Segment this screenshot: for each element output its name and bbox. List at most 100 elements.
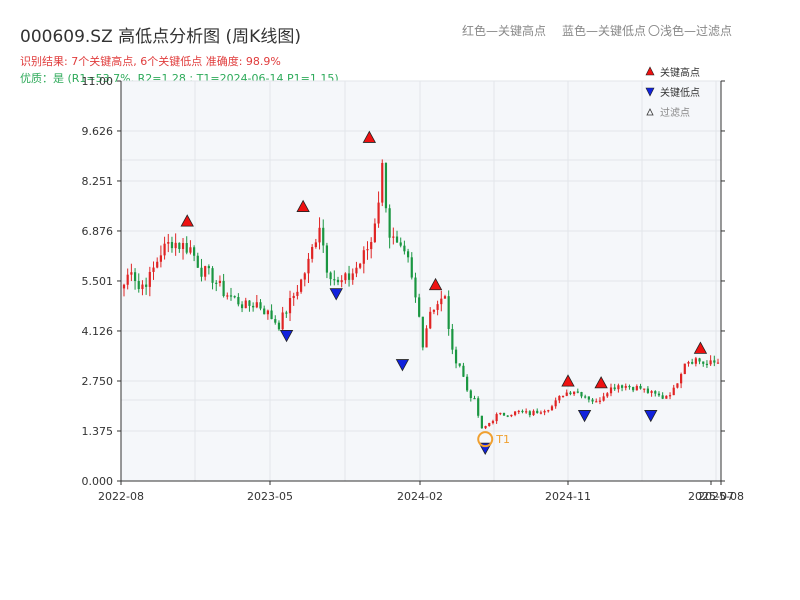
candle-body — [528, 411, 531, 416]
candle-body — [137, 281, 140, 290]
candle-body — [233, 296, 236, 298]
candle-body — [705, 363, 709, 366]
y-tick-label: 11.00 — [82, 75, 114, 88]
key-high-marker — [180, 214, 194, 227]
candle-body — [266, 310, 269, 315]
candle-body — [536, 410, 539, 413]
key-high-marker — [561, 374, 575, 387]
candle-body — [388, 208, 391, 238]
y-tick-label: 6.876 — [82, 225, 114, 238]
candle-body — [436, 304, 439, 310]
candle-body — [370, 242, 373, 250]
candle-body — [480, 415, 483, 429]
key-low-marker — [279, 330, 294, 343]
result-summary: 识别结果: 7个关键高点, 6个关键低点 准确度: 98.9% — [20, 55, 281, 68]
legend-label: 关键低点 — [660, 86, 700, 99]
legend-label: 关键高点 — [660, 66, 700, 79]
candle-body — [333, 279, 336, 281]
key-high-marker — [594, 376, 608, 389]
candle-body — [133, 272, 137, 282]
candle-body — [643, 388, 646, 390]
candle-body — [709, 360, 712, 365]
candle-body — [680, 374, 683, 384]
candle-body — [281, 312, 284, 330]
candle-body — [340, 280, 343, 283]
legend-blue-note: 蓝色—关键低点 — [562, 24, 647, 38]
candle-body — [665, 395, 668, 399]
candle-body — [244, 300, 247, 309]
y-tick-label: 5.501 — [82, 275, 114, 288]
candle-body — [130, 272, 133, 275]
candle-body — [274, 319, 277, 323]
key-low-marker — [395, 359, 410, 372]
candle-body — [145, 284, 148, 287]
x-tick-label: 2024-11 — [545, 490, 591, 503]
candle-body — [469, 390, 472, 399]
candle-body — [598, 400, 602, 402]
candle-body — [314, 242, 317, 248]
x-tick-label: 2024-02 — [397, 490, 443, 503]
candle-body — [609, 387, 613, 394]
candle-body — [392, 236, 395, 238]
candle-body — [181, 243, 185, 250]
candle-body — [632, 387, 635, 391]
candle-body — [296, 291, 299, 296]
candle-body — [366, 249, 369, 251]
candle-body — [218, 280, 222, 283]
legend-low-icon — [645, 87, 655, 97]
candle-body — [587, 396, 590, 400]
candle-body — [668, 395, 672, 397]
candle-body — [484, 426, 487, 429]
candle-body — [156, 261, 159, 268]
candle-body — [584, 396, 587, 398]
candle-body — [410, 257, 413, 278]
candle-body — [620, 385, 624, 388]
key-low-marker — [644, 410, 658, 423]
candle-body — [325, 245, 329, 273]
candle-body — [399, 242, 402, 246]
candle-body — [189, 247, 192, 253]
candle-body — [462, 365, 465, 377]
y-tick-label: 1.375 — [82, 425, 114, 438]
candle-body — [561, 395, 565, 398]
candle-body — [248, 300, 251, 306]
candle-body — [336, 279, 340, 283]
candle-body — [606, 393, 609, 397]
candle-body — [554, 400, 557, 407]
candle-body — [573, 391, 576, 395]
candle-body — [303, 273, 306, 280]
candle-body — [451, 328, 454, 350]
candle-body — [163, 243, 166, 256]
candle-body — [532, 410, 535, 416]
x-tick-label: 2023-05 — [247, 490, 293, 503]
key-low-marker — [577, 410, 592, 423]
candle-body — [362, 250, 365, 264]
legend-filtered-icon — [646, 108, 654, 116]
candle-body — [661, 395, 664, 399]
candle-body — [488, 422, 491, 427]
candle-body — [292, 295, 295, 299]
candle-body — [418, 297, 421, 317]
candle-body — [152, 267, 155, 272]
candle-body — [702, 361, 705, 364]
candle-body — [521, 410, 524, 413]
x-tick-label: 2025-07 — [688, 490, 734, 503]
candle-body — [477, 398, 480, 416]
candle-body — [174, 242, 177, 249]
candle-body — [454, 349, 458, 364]
candle-body — [595, 401, 598, 403]
candle-body — [510, 414, 513, 417]
candle-body — [617, 385, 620, 390]
legend-label: 过滤点 — [660, 106, 690, 119]
candle-body — [229, 295, 233, 297]
candle-body — [167, 242, 170, 244]
candle-body — [628, 385, 631, 388]
candle-body — [429, 311, 432, 329]
x-tick-label: 2025-08 — [698, 490, 744, 503]
candle-body — [403, 245, 406, 252]
candle-body — [558, 395, 561, 401]
candle-body — [211, 268, 214, 283]
candle-body — [414, 277, 417, 298]
candle-body — [683, 363, 686, 375]
key-high-marker — [362, 130, 377, 143]
